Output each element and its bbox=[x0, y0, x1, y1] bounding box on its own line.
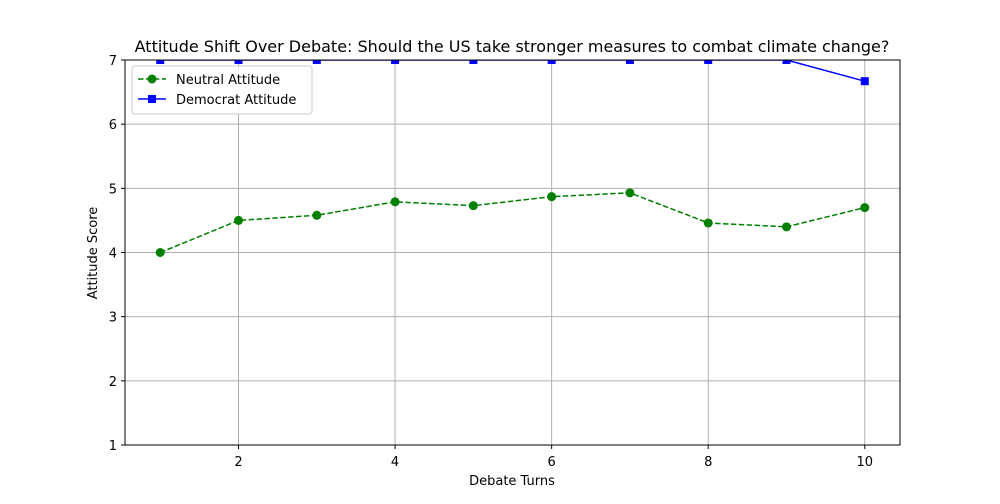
data-point bbox=[703, 218, 713, 228]
data-point bbox=[234, 60, 243, 64]
legend-label: Democrat Attitude bbox=[176, 93, 296, 108]
x-tick-label: 6 bbox=[548, 455, 556, 470]
grid bbox=[125, 59, 900, 446]
x-tick-label: 10 bbox=[856, 455, 873, 470]
y-tick-label: 7 bbox=[109, 54, 117, 69]
x-tick-label: 4 bbox=[391, 455, 399, 470]
y-axis-ticks: 1 2 3 4 5 6 7 bbox=[109, 54, 125, 454]
data-point bbox=[625, 60, 634, 64]
data-point bbox=[155, 248, 165, 257]
series-layer bbox=[155, 60, 870, 257]
data-point bbox=[860, 203, 870, 213]
data-point bbox=[468, 201, 478, 211]
y-tick-label: 2 bbox=[109, 375, 117, 390]
y-tick-label: 1 bbox=[109, 439, 117, 454]
y-tick-label: 3 bbox=[109, 311, 117, 326]
data-point bbox=[860, 77, 869, 86]
data-point bbox=[234, 215, 244, 225]
data-point bbox=[469, 60, 478, 64]
data-point bbox=[156, 60, 165, 64]
series-line bbox=[159, 192, 865, 254]
y-tick-label: 5 bbox=[109, 182, 117, 197]
data-point bbox=[704, 60, 713, 64]
legend-label: Neutral Attitude bbox=[176, 73, 280, 88]
data-point bbox=[390, 197, 400, 207]
x-axis-label: Debate Turns bbox=[469, 474, 555, 489]
legend-box bbox=[131, 65, 313, 115]
x-axis-ticks: 2 4 6 8 10 bbox=[234, 445, 873, 470]
x-tick-label: 8 bbox=[704, 455, 712, 470]
legend-entry: Democrat Attitude bbox=[138, 93, 296, 108]
data-point bbox=[625, 188, 635, 198]
legend-entry: Neutral Attitude bbox=[138, 73, 280, 88]
legend-marker bbox=[148, 95, 156, 103]
legend-marker bbox=[147, 74, 157, 84]
legend: Neutral Attitude Democrat Attitude bbox=[131, 65, 313, 115]
data-point bbox=[782, 60, 791, 64]
x-tick-label: 2 bbox=[234, 455, 242, 470]
chart-title: Attitude Shift Over Debate: Should the U… bbox=[135, 37, 890, 56]
series-2 bbox=[156, 60, 869, 86]
data-point bbox=[391, 60, 400, 64]
series-1 bbox=[155, 188, 870, 257]
data-point bbox=[781, 222, 791, 232]
y-tick-label: 4 bbox=[109, 247, 117, 262]
data-point bbox=[547, 60, 556, 64]
data-point bbox=[312, 210, 322, 220]
y-tick-label: 6 bbox=[109, 118, 117, 133]
y-axis-label: Attitude Score bbox=[86, 207, 101, 300]
data-point bbox=[312, 60, 321, 64]
data-point bbox=[547, 192, 557, 202]
